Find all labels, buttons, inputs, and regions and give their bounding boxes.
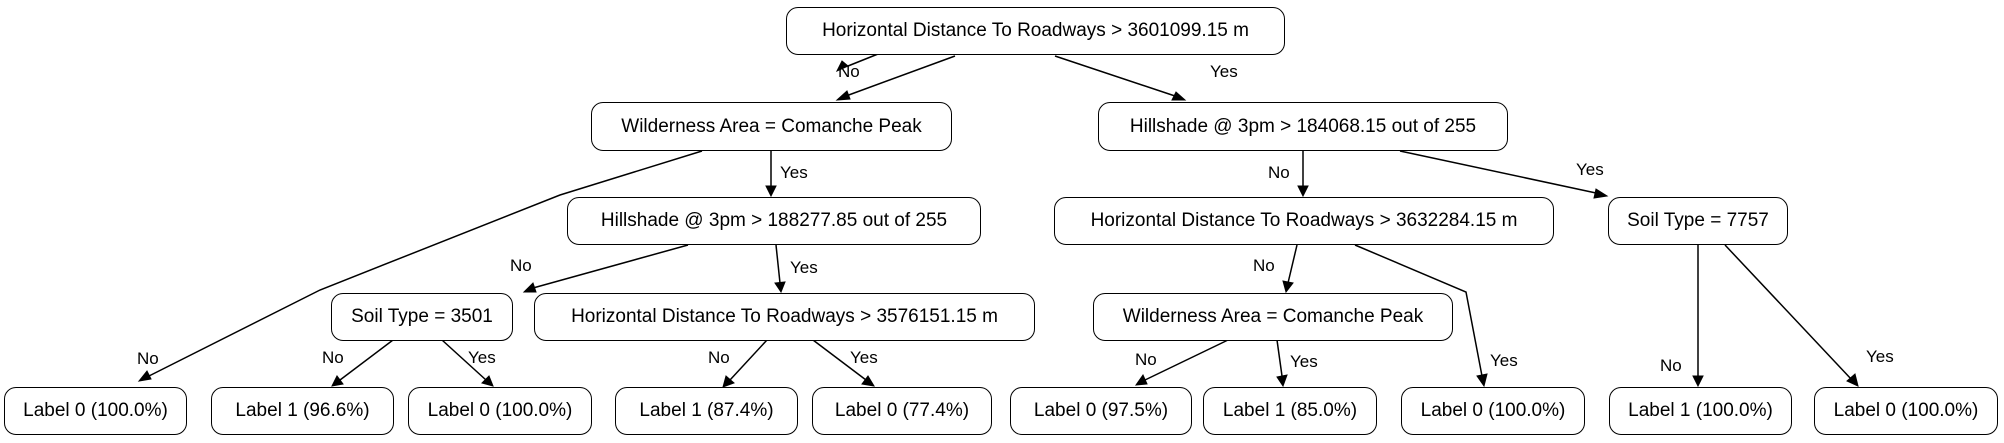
edge-label-horiz3-no: No [708, 348, 730, 367]
node-hillshade-1: Hillshade @ 3pm > 184068.15 out of 255 [1098, 102, 1508, 151]
edge-label-soil3501-yes: Yes [468, 348, 496, 367]
edge-hill1-no-arrow [1297, 185, 1309, 198]
edge-soil7757-yes-line [1724, 244, 1853, 381]
edge-label-hill1-yes: Yes [1576, 160, 1604, 179]
edge-horiz2-yes-arrow [1476, 373, 1488, 388]
edge-horiz3-no-arrow [722, 375, 735, 388]
edge-hill2-yes-arrow [774, 281, 786, 294]
edge-label-hill2-no: No [510, 256, 532, 275]
node-horizontal-distance-3: Horizontal Distance To Roadways > 357615… [534, 293, 1035, 341]
node-soil-type-7757: Soil Type = 7757 [1608, 197, 1788, 245]
edge-root-no [835, 53, 879, 73]
edge-label-hill1-no: No [1268, 163, 1290, 182]
leaf-node: Label 0 (77.4%) [812, 387, 992, 435]
leaf-node: Label 0 (100.0%) [4, 387, 187, 435]
node-hillshade-2: Hillshade @ 3pm > 188277.85 out of 255 [567, 197, 981, 245]
edge-root-yes-line [1054, 55, 1176, 97]
edge-wild1-no-line [146, 150, 703, 378]
leaf-node: Label 0 (100.0%) [1814, 387, 1998, 435]
edge-wild2-yes-arrow [1276, 374, 1288, 388]
node-wilderness-area-1: Wilderness Area = Comanche Peak [591, 102, 952, 151]
node-wilderness-area-2: Wilderness Area = Comanche Peak [1093, 293, 1453, 341]
edge-hill2-yes-line [775, 244, 781, 284]
leaf-node: Label 0 (100.0%) [1401, 387, 1585, 435]
edge-hill2-no-line [532, 244, 689, 289]
leaf-node: Label 0 (100.0%) [408, 387, 592, 435]
edge-root-yes-arrow [1171, 91, 1187, 101]
edge-soil3501-yes-line [441, 339, 487, 381]
leaf-node: Label 1 (85.0%) [1203, 387, 1377, 435]
leaf-node: Label 1 (96.6%) [211, 387, 394, 435]
edge-label-soil3501-no: No [322, 348, 344, 367]
edge-label-horiz2-no: No [1253, 256, 1275, 275]
edge-root-no-arrow [835, 90, 851, 101]
edge-label-wild2-no: No [1135, 350, 1157, 369]
edge-soil3501-no-line [339, 339, 394, 381]
edge-hill1-yes-line [1399, 150, 1597, 194]
edge-label-horiz3-yes: Yes [850, 348, 878, 367]
edge-label-root-yes: Yes [1210, 62, 1238, 81]
edge-soil3501-yes-arrow [481, 375, 494, 387]
edge-wild1-yes-arrow [765, 185, 777, 198]
edge-label-wild2-yes: Yes [1290, 352, 1318, 371]
edge-wild2-no-arrow [1134, 373, 1148, 386]
edge-label-horiz2-yes: Yes [1490, 351, 1518, 370]
edge-label-root-no: No [838, 62, 860, 81]
edge-root-no-line [845, 55, 956, 97]
edge-soil7757-yes-arrow [1846, 373, 1859, 387]
edge-soil7757-no-arrow [1692, 375, 1704, 388]
edge-horiz2-no-arrow [1282, 280, 1294, 294]
edge-soil3501-no-arrow [331, 375, 344, 387]
leaf-node: Label 1 (87.4%) [615, 387, 798, 435]
edge-horiz2-no-line [1287, 244, 1298, 284]
edge-hill2-no-arrow [522, 282, 537, 293]
edge-wild1-no-arrow [137, 370, 152, 382]
edge-wild2-yes-line [1276, 339, 1283, 377]
edge-label-wild1-yes: Yes [780, 163, 808, 182]
leaf-node: Label 0 (97.5%) [1010, 387, 1192, 435]
leaf-node: Label 1 (100.0%) [1609, 387, 1792, 435]
edge-label-hill2-yes: Yes [790, 258, 818, 277]
edge-label-soil7757-yes: Yes [1866, 347, 1894, 366]
edge-label-soil7757-no: No [1660, 356, 1682, 375]
edge-wild2-no-line [1144, 339, 1229, 381]
edge-horiz3-no-line [729, 339, 768, 381]
edge-horiz2-yes-line [1354, 244, 1483, 377]
node-soil-type-3501: Soil Type = 3501 [331, 293, 513, 341]
edge-label-wild1-no: No [137, 349, 159, 368]
node-root: Horizontal Distance To Roadways > 360109… [786, 7, 1285, 55]
edge-horiz3-yes-arrow [861, 375, 875, 387]
edge-hill1-yes-arrow [1593, 188, 1609, 199]
node-horizontal-distance-2: Horizontal Distance To Roadways > 363228… [1054, 197, 1554, 245]
edge-horiz3-yes-line [812, 339, 867, 381]
